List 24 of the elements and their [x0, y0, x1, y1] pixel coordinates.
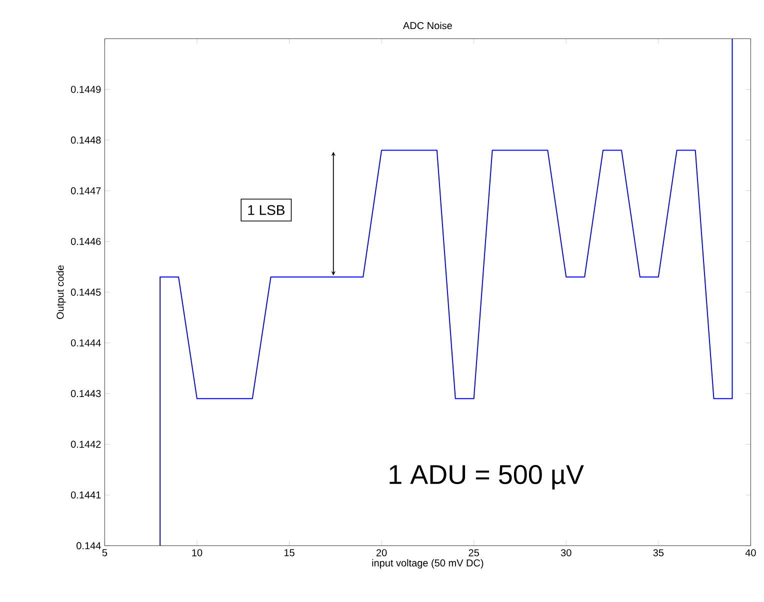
y-tick-label: 0.1445: [70, 288, 101, 296]
y-tick-label: 0.1442: [70, 440, 101, 448]
x-tick-label: 5: [102, 549, 108, 556]
x-tick-label: 25: [468, 549, 479, 556]
line-series: [160, 38, 733, 546]
y-tick-label: 0.1449: [70, 86, 101, 93]
chart-title: ADC Noise: [402, 22, 452, 30]
x-tick-label: 30: [560, 549, 572, 556]
y-tick-label: 0.144: [76, 542, 101, 550]
x-tick-label: 20: [376, 549, 387, 556]
y-tick-label: 0.1441: [70, 491, 101, 499]
y-tick-label: 0.1444: [70, 339, 101, 346]
y-tick-label: 0.1443: [70, 390, 101, 398]
x-axis-title: input voltage (50 mV DC): [372, 559, 484, 568]
x-tick-label: 15: [284, 549, 294, 556]
y-tick-label: 0.1448: [70, 136, 101, 144]
annotation: 1 ADU = 500 µV: [390, 465, 584, 490]
x-tick-label: 35: [653, 549, 664, 556]
annotation: 1 LSB: [248, 205, 285, 216]
y-tick-label: 0.1447: [70, 187, 101, 194]
x-tick-label: 10: [192, 549, 202, 556]
x-tick-label: 40: [745, 549, 756, 556]
y-tick-label: 0.1446: [70, 238, 101, 246]
y-axis-title: Output code: [56, 265, 66, 319]
